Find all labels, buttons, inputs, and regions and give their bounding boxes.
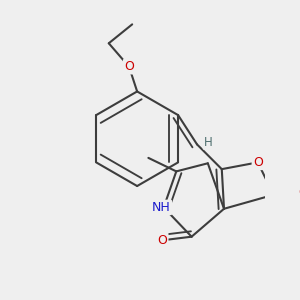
Text: O: O <box>158 234 167 247</box>
Text: O: O <box>298 186 300 199</box>
Text: H: H <box>204 136 213 148</box>
Text: NH: NH <box>152 201 171 214</box>
Text: O: O <box>253 156 263 169</box>
Text: O: O <box>124 60 134 73</box>
